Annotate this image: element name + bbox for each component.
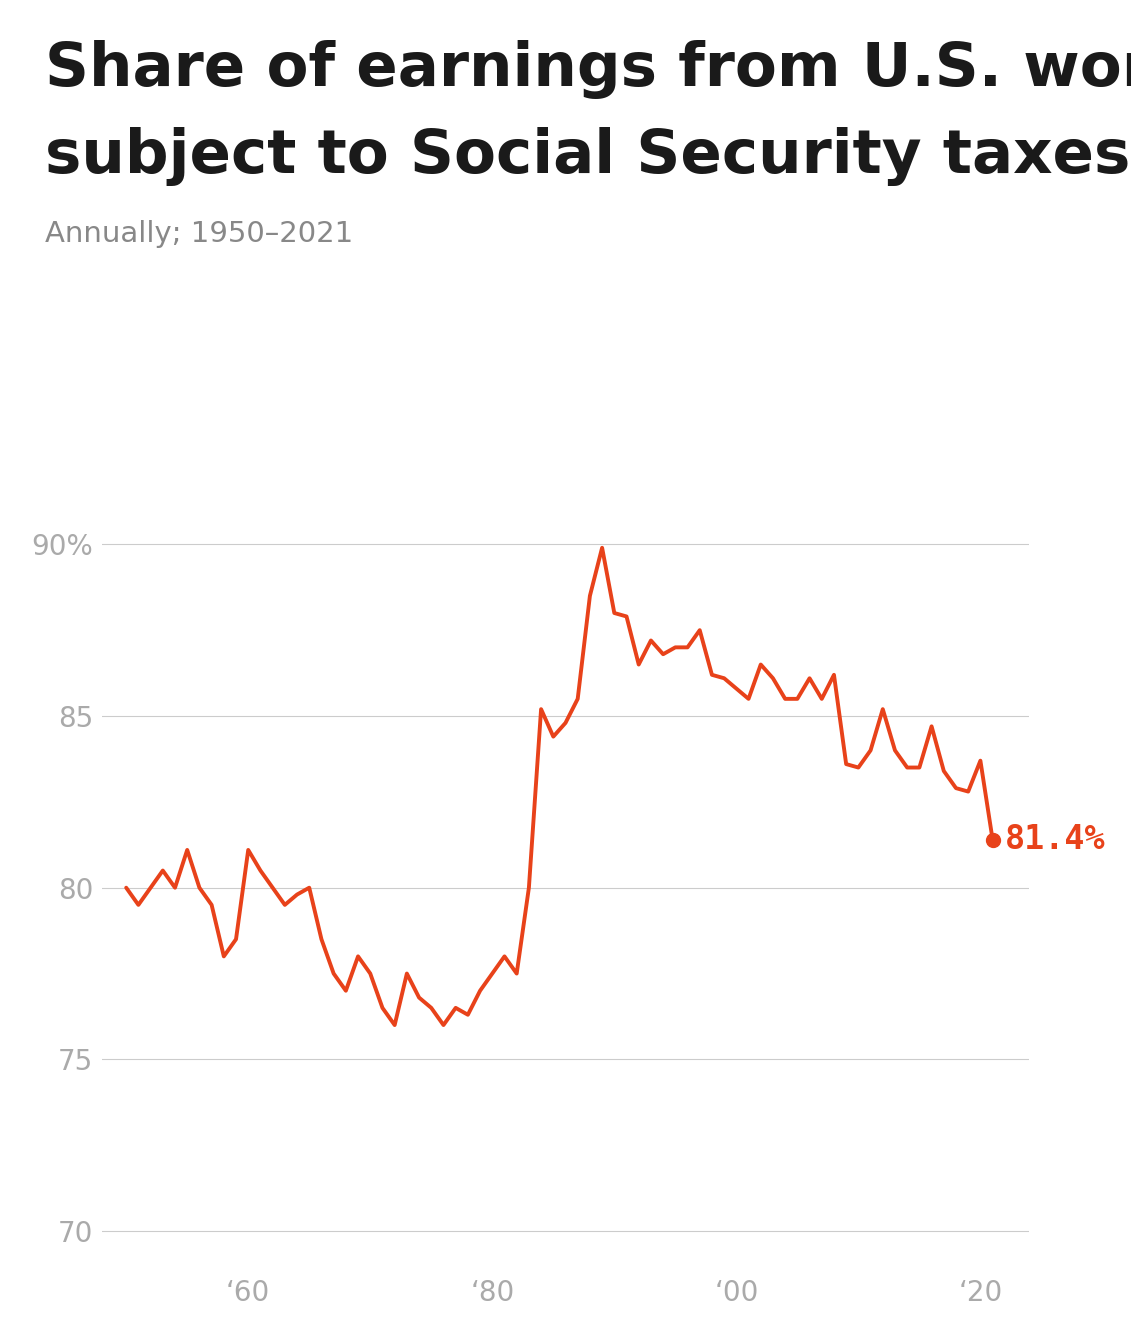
Text: 81.4%: 81.4% xyxy=(1004,823,1105,856)
Text: Annually; 1950–2021: Annually; 1950–2021 xyxy=(45,220,354,248)
Point xyxy=(984,829,1002,850)
Text: Share of earnings from U.S. workers: Share of earnings from U.S. workers xyxy=(45,40,1131,99)
Text: subject to Social Security taxes: subject to Social Security taxes xyxy=(45,127,1131,185)
